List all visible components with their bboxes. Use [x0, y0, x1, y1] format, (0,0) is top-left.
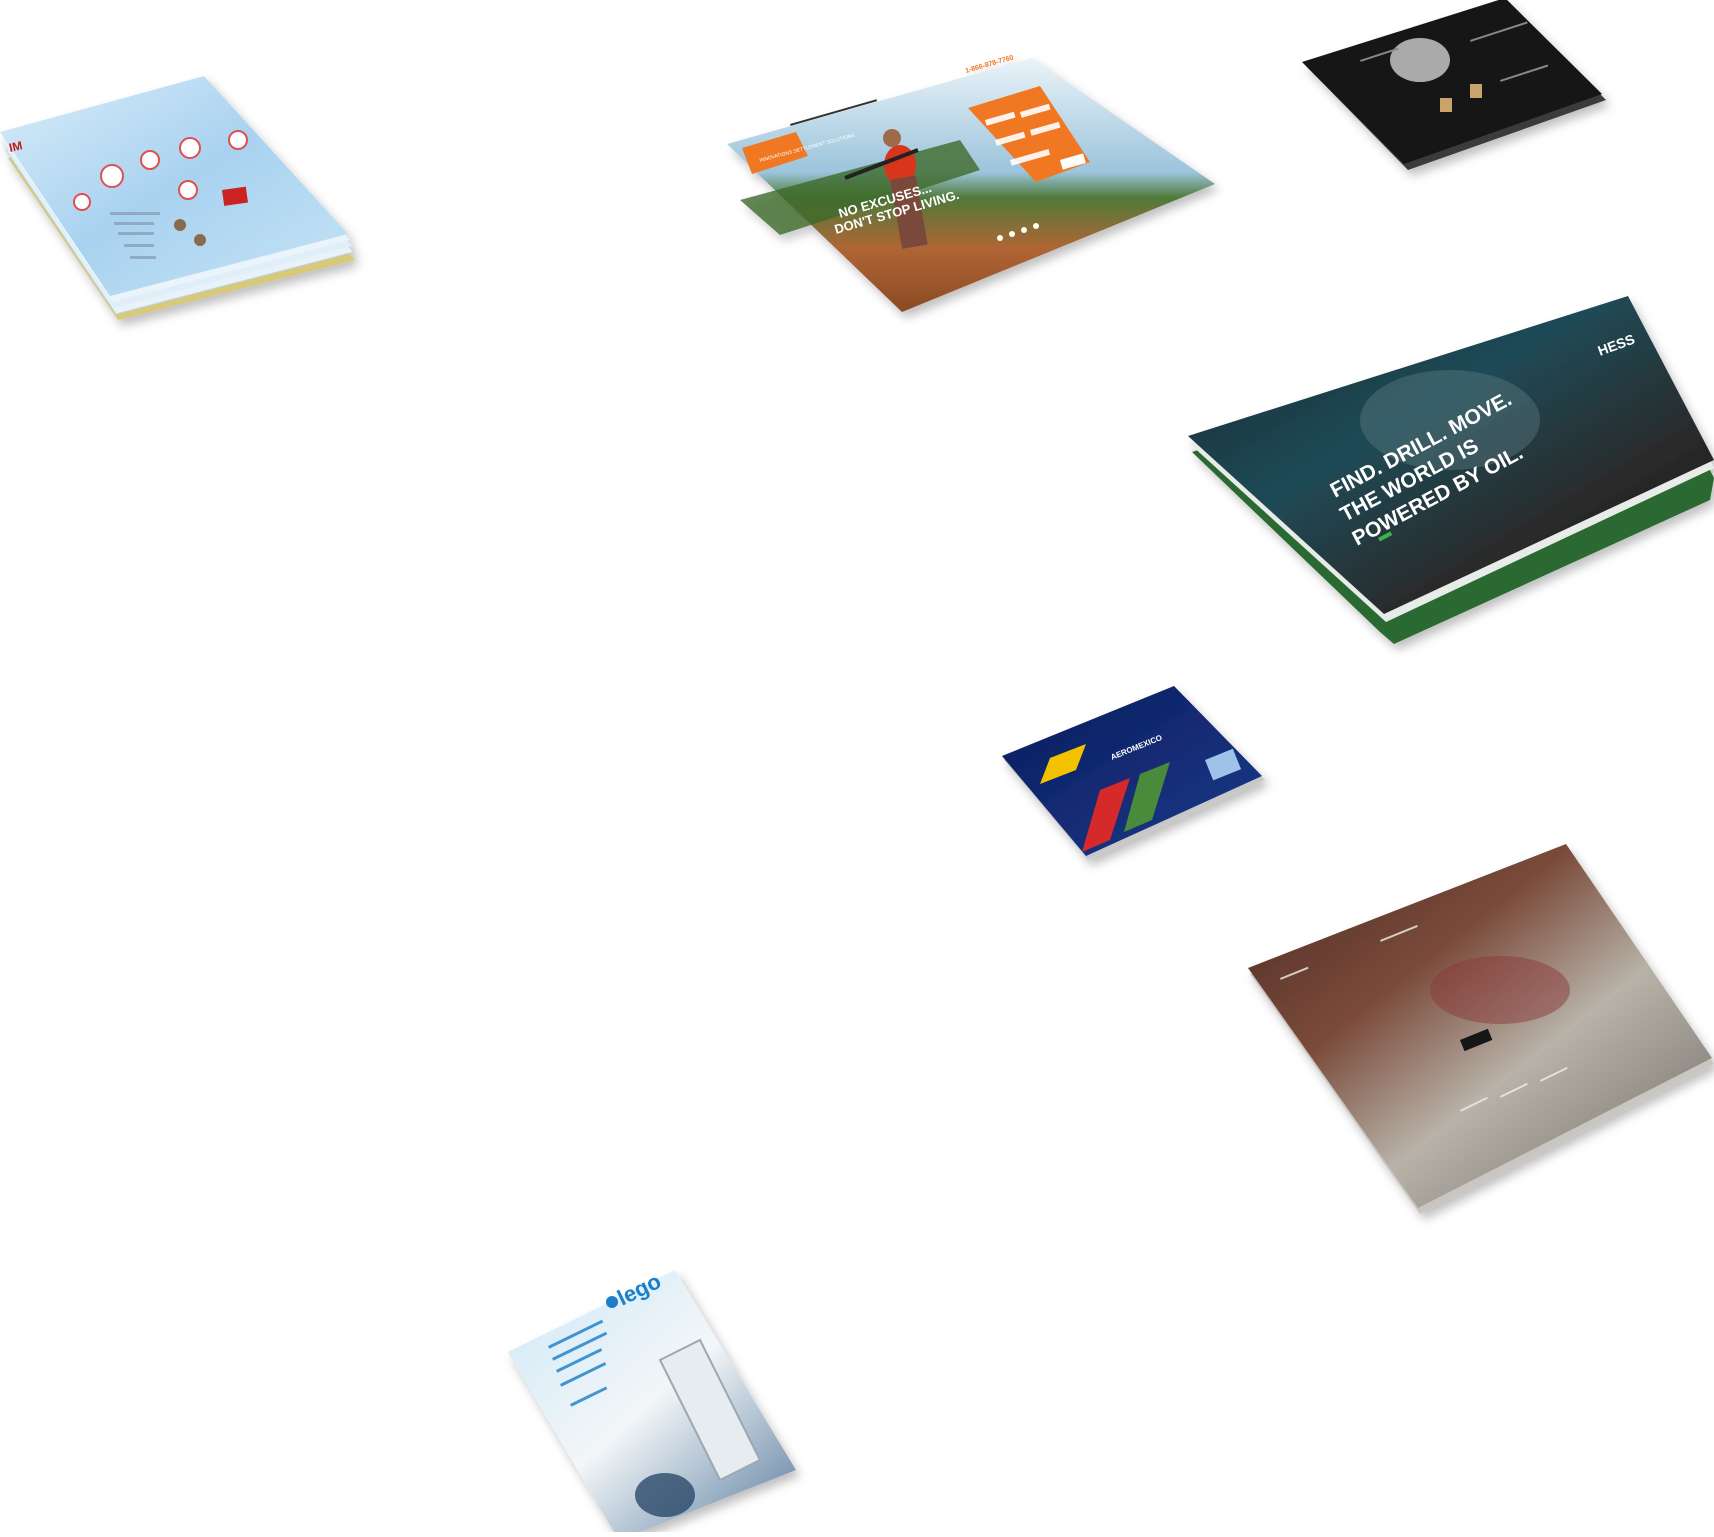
- card-dark-site[interactable]: [1302, 0, 1606, 170]
- card-hess-site[interactable]: HESS FIND. DRILL. MOVE. THE WORLD IS POW…: [1188, 296, 1714, 644]
- card-lego-site[interactable]: lego: [508, 1268, 796, 1532]
- card-light-blue-site[interactable]: IM: [0, 76, 355, 320]
- logo-text: IM: [8, 138, 24, 154]
- card-credit-card[interactable]: AEROMEXICO: [1002, 686, 1265, 860]
- card-concert-hall-site[interactable]: [1248, 844, 1714, 1214]
- card-orange-site[interactable]: INNOVATIONS SETTLEMENT SOLUTIONS 1-866-8…: [727, 54, 1215, 312]
